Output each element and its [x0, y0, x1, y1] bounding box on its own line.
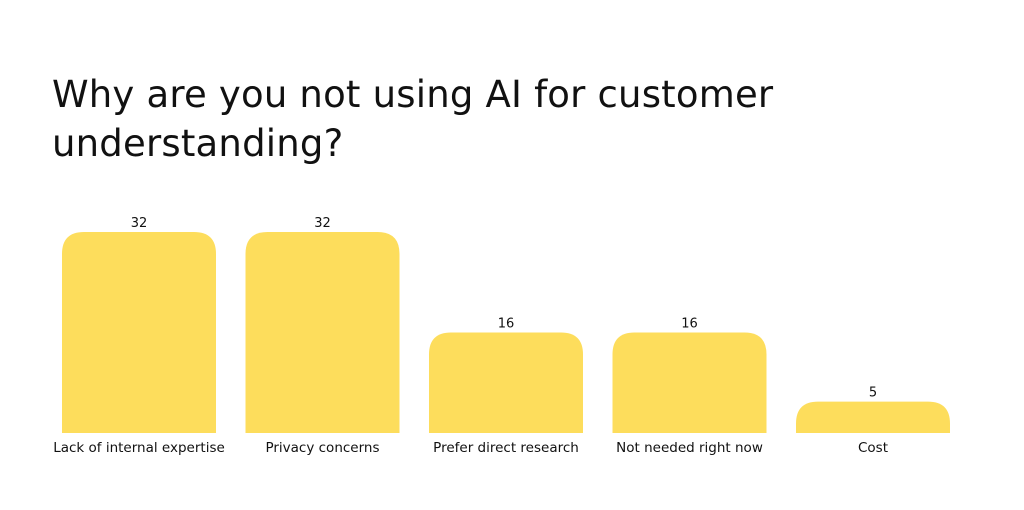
bar: [612, 332, 767, 433]
bar: [245, 232, 400, 433]
category-label: Lack of internal expertise: [53, 440, 225, 456]
data-label: 32: [131, 216, 148, 231]
category-label: Cost: [858, 440, 888, 456]
bar: [796, 401, 950, 433]
data-label: 16: [681, 317, 698, 332]
category-label: Not needed right now: [616, 440, 763, 456]
data-label: 5: [869, 386, 877, 401]
data-label: 16: [498, 317, 515, 332]
category-label: Prefer direct research: [433, 440, 579, 456]
chart-title: Why are you not using AI for customer un…: [52, 73, 774, 165]
data-label: 32: [314, 216, 331, 231]
category-label: Privacy concerns: [265, 440, 379, 456]
bar: [429, 332, 583, 433]
bar: [62, 232, 216, 433]
